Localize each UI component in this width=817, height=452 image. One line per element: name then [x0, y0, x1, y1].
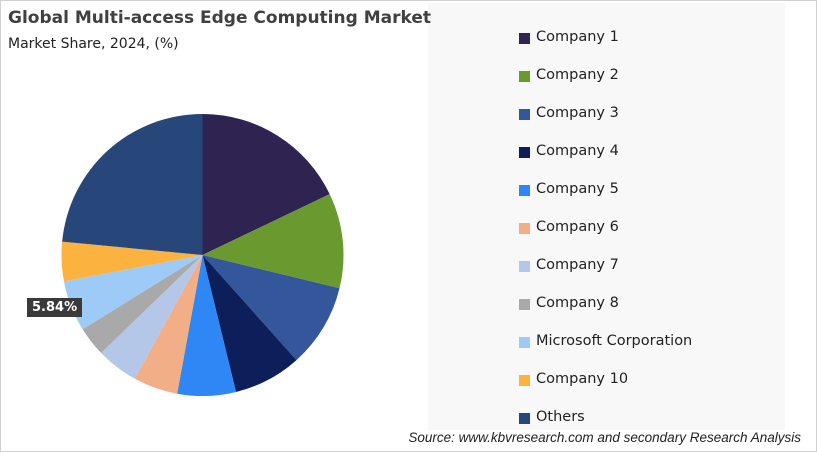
source-note: Source: www.kbvresearch.com and secondar… [408, 430, 801, 445]
legend-item: Company 2 [516, 67, 692, 105]
legend-swatch [519, 223, 530, 234]
chart-subtitle: Market Share, 2024, (%) [8, 36, 179, 52]
legend-item: Company 10 [516, 371, 692, 409]
legend-item: Company 7 [516, 257, 692, 295]
pie-slice-company-2 [202, 194, 344, 289]
legend-label: Company 6 [536, 219, 619, 235]
pie-slice-microsoft-corporation [63, 255, 203, 330]
data-label-microsoft: 5.84% [27, 298, 83, 317]
legend-swatch [519, 109, 530, 120]
legend-item: Company 8 [516, 295, 692, 333]
legend-swatch [519, 375, 530, 386]
legend-label: Company 4 [536, 143, 619, 159]
pie-slice-company-8 [82, 255, 203, 353]
pie-slice-company-4 [202, 255, 297, 392]
legend-swatch [519, 299, 530, 310]
legend-item: Company 6 [516, 219, 692, 257]
legend-label: Others [536, 409, 585, 425]
legend-label: Company 2 [536, 67, 619, 83]
legend-label: Company 10 [536, 371, 629, 387]
legend-item: Company 3 [516, 105, 692, 143]
legend-item: Company 1 [516, 29, 692, 67]
pie-slice-company-7 [101, 255, 203, 379]
pie-slice-others [62, 114, 203, 255]
legend-swatch [519, 147, 530, 158]
pie-slice-company-3 [202, 255, 340, 361]
legend-item: Company 4 [516, 143, 692, 181]
legend-label: Company 7 [536, 257, 619, 273]
pie-slice-company-5 [177, 255, 237, 396]
legend-swatch [519, 337, 530, 348]
pie-slice-company-1 [202, 114, 330, 255]
legend-swatch [519, 71, 530, 82]
legend-swatch [519, 261, 530, 272]
legend-label: Microsoft Corporation [536, 333, 693, 349]
legend-item: Company 5 [516, 181, 692, 219]
pie-slice-company-10 [61, 241, 203, 282]
legend: Company 1 Company 2 Company 3 Company 4 Comp… [516, 29, 692, 447]
legend-item: Others [516, 409, 692, 447]
pie-slice-company-6 [134, 255, 203, 394]
legend-label: Company 8 [536, 295, 619, 311]
legend-item: Microsoft Corporation [516, 333, 692, 371]
legend-panel [428, 3, 785, 430]
chart-title: Global Multi-access Edge Computing Marke… [8, 8, 431, 28]
legend-swatch [519, 33, 530, 44]
legend-label: Company 3 [536, 105, 619, 121]
legend-swatch [519, 413, 530, 424]
legend-label: Company 5 [536, 181, 619, 197]
legend-label: Company 1 [536, 29, 619, 45]
legend-swatch [519, 185, 530, 196]
